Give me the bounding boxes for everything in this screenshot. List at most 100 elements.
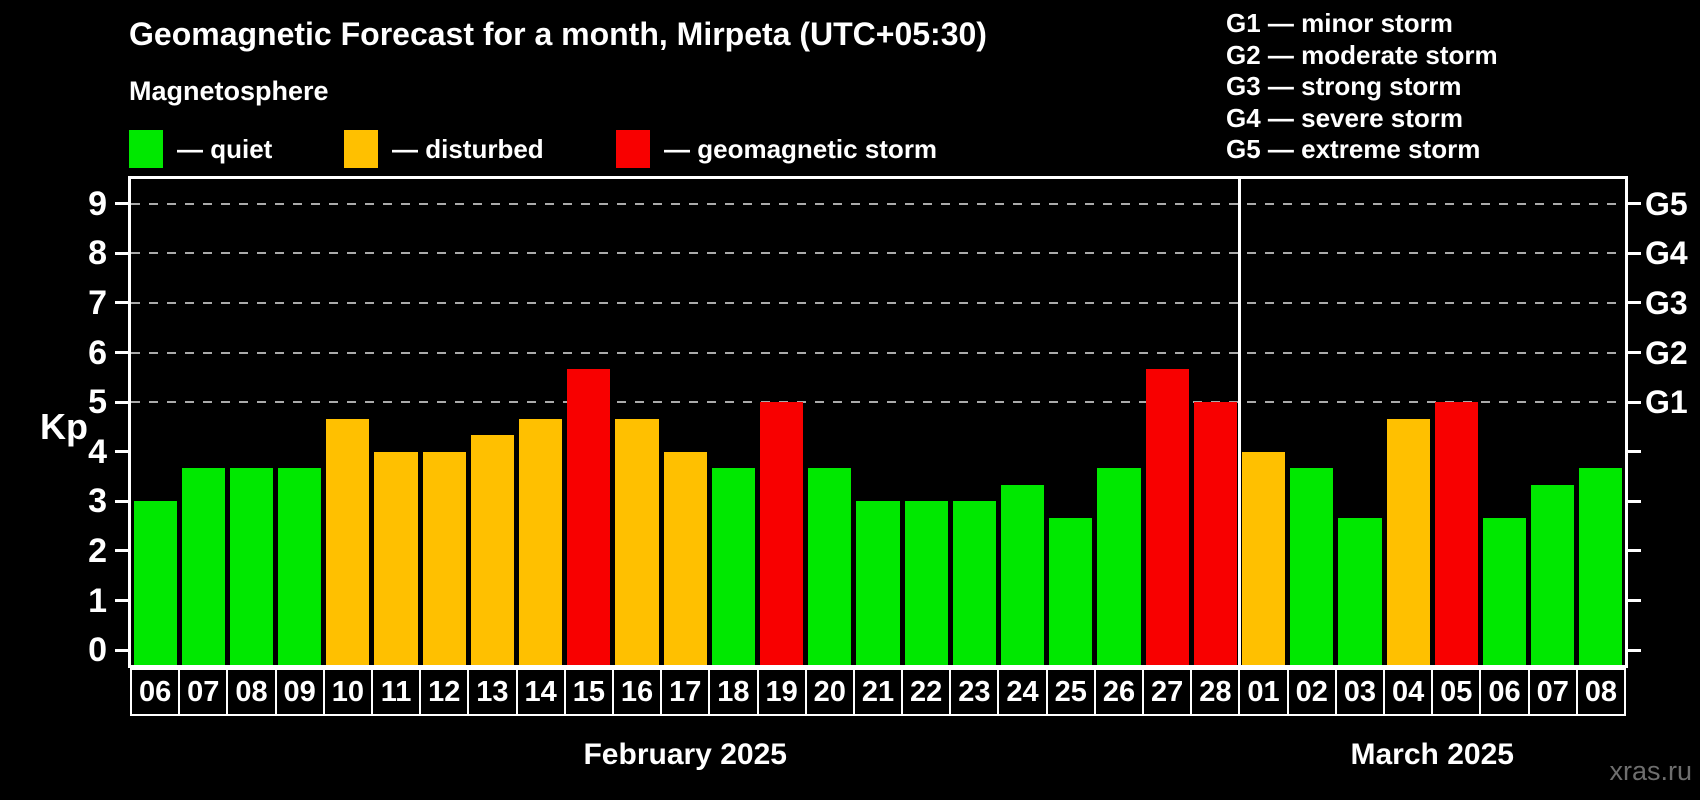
day-label-24: 24 [997, 668, 1048, 716]
right-tick-kp-1 [1628, 599, 1641, 603]
kp-bar-day-13 [470, 435, 515, 665]
day-label-23: 23 [949, 668, 1000, 716]
kp-bar-day-07 [181, 468, 225, 665]
right-tick-kp-9 [1628, 202, 1641, 206]
gridline-kp-5 [131, 401, 1625, 404]
right-tick-kp-4 [1628, 450, 1641, 454]
kp-bar-day-04 [1386, 418, 1430, 665]
day-label-22: 22 [901, 668, 952, 716]
kp-bar-day-16 [615, 418, 659, 665]
left-tick-kp-3 [115, 499, 128, 503]
day-label-20: 20 [804, 668, 855, 716]
kp-bar-day-09 [278, 468, 322, 665]
day-label-07: 07 [178, 668, 229, 716]
legend-item-quiet: — quiet [129, 129, 272, 169]
y-axis-tick-label-2: 2 [88, 531, 107, 570]
day-label-25: 25 [1045, 668, 1096, 716]
y-axis-tick-label-1: 1 [88, 581, 107, 620]
storm-scale-g5: G5 — extreme storm [1226, 134, 1481, 164]
gridline-kp-6 [131, 351, 1625, 354]
month-label-march: March 2025 [1350, 738, 1514, 771]
kp-bar-day-10 [326, 418, 370, 665]
right-tick-kp-2 [1628, 549, 1641, 553]
storm-scale-g1: G1 — minor storm [1226, 8, 1453, 38]
day-label-09: 09 [274, 668, 325, 716]
y-axis-tick-label-9: 9 [88, 184, 107, 223]
day-label-13: 13 [467, 668, 518, 716]
right-axis-label-g1: G1 [1645, 384, 1688, 421]
right-axis-label-g5: G5 [1645, 185, 1688, 222]
day-label-03: 03 [1334, 668, 1386, 716]
day-label-19: 19 [756, 668, 807, 716]
day-label-11: 11 [370, 668, 422, 716]
kp-bar-day-19 [760, 402, 804, 665]
gridline-kp-8 [131, 252, 1625, 255]
day-label-05: 05 [1431, 668, 1482, 716]
day-label-15: 15 [563, 668, 614, 716]
y-axis-tick-label-0: 0 [88, 631, 107, 670]
kp-bar-day-21 [856, 501, 900, 665]
storm-color-swatch [616, 130, 650, 168]
kp-bar-day-22 [904, 501, 948, 665]
left-tick-kp-5 [115, 400, 128, 404]
left-tick-kp-2 [115, 549, 128, 553]
kp-bar-day-02 [1290, 468, 1334, 665]
month-separator-line [1237, 179, 1241, 665]
y-axis-tick-label-5: 5 [88, 383, 107, 422]
gridline-kp-7 [131, 301, 1625, 304]
watermark: xras.ru [1609, 756, 1692, 786]
day-label-21: 21 [852, 668, 904, 716]
right-tick-kp-0 [1628, 648, 1641, 652]
day-label-28: 28 [1190, 668, 1241, 716]
left-tick-kp-4 [115, 450, 128, 454]
quiet-color-swatch [129, 130, 163, 168]
gridline-kp-9 [131, 202, 1625, 205]
right-axis-label-g2: G2 [1645, 334, 1688, 371]
kp-bar-day-26 [1097, 468, 1141, 665]
right-tick-kp-8 [1628, 251, 1641, 255]
day-label-12: 12 [419, 668, 470, 716]
left-tick-kp-6 [115, 351, 128, 355]
kp-bar-day-11 [374, 451, 418, 665]
day-label-04: 04 [1383, 668, 1434, 716]
kp-bar-day-18 [711, 468, 755, 665]
legend-item-disturbed: — disturbed [344, 129, 544, 169]
chart-subtitle: Magnetosphere [129, 76, 329, 106]
kp-bar-day-06 [133, 501, 177, 665]
left-tick-kp-8 [115, 251, 128, 255]
plot-area [128, 176, 1628, 668]
y-axis-title: Kp [40, 406, 88, 447]
right-tick-kp-5 [1628, 400, 1641, 404]
day-label-14: 14 [515, 668, 566, 716]
day-label-07: 07 [1527, 668, 1578, 716]
y-axis-tick-label-8: 8 [88, 234, 107, 273]
kp-bar-day-24 [1000, 484, 1045, 665]
day-label-16: 16 [611, 668, 663, 716]
y-axis-tick-label-6: 6 [88, 333, 107, 372]
left-tick-kp-7 [115, 301, 128, 305]
kp-bar-day-25 [1049, 517, 1093, 665]
kp-bar-day-07 [1531, 484, 1575, 665]
legend-item-storm: — geomagnetic storm [616, 129, 937, 169]
kp-bar-day-23 [952, 501, 996, 665]
right-tick-kp-6 [1628, 351, 1641, 355]
day-labels-row: 06 07 08 09 10 11 12 13 14 15 16 17 18 19 20 21 22 23 24 25… [130, 668, 1626, 716]
right-axis-label-g4: G4 [1645, 235, 1688, 272]
left-tick-kp-0 [115, 648, 128, 652]
kp-bar-day-05 [1434, 402, 1478, 665]
kp-bar-day-14 [519, 418, 563, 665]
day-label-27: 27 [1142, 668, 1193, 716]
right-tick-kp-7 [1628, 301, 1641, 305]
kp-bar-day-20 [808, 468, 852, 665]
day-label-17: 17 [660, 668, 711, 716]
storm-scale-g3: G3 — strong storm [1226, 71, 1462, 101]
storm-scale-g2: G2 — moderate storm [1226, 39, 1498, 70]
y-axis-tick-label-4: 4 [88, 432, 107, 471]
day-label-08: 08 [1575, 668, 1626, 716]
right-tick-kp-3 [1628, 499, 1641, 503]
left-tick-kp-9 [115, 202, 128, 206]
storm-scale-legend: G1 — minor storm G2 — moderate storm G3 … [1226, 8, 1498, 166]
right-axis-label-g3: G3 [1645, 284, 1688, 321]
day-label-06: 06 [130, 668, 181, 716]
